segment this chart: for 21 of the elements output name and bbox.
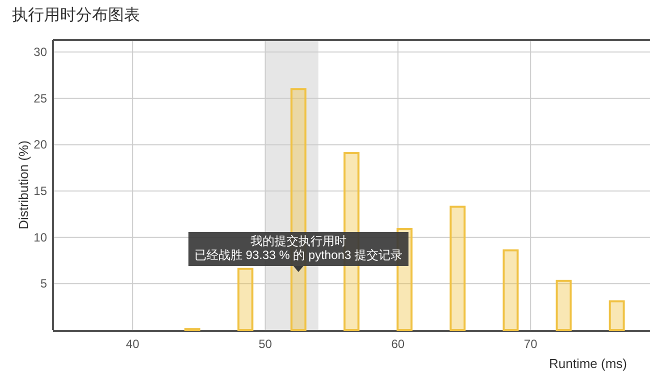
annotation: 已经战胜 93.33 % 的 python3 提交记录 bbox=[194, 248, 402, 262]
chart-title: 执行用时分布图表 bbox=[12, 6, 140, 24]
bar bbox=[608, 300, 625, 331]
x-tick-label: 50 bbox=[258, 337, 272, 351]
y-tick-label: 20 bbox=[34, 138, 48, 152]
bar bbox=[237, 268, 254, 331]
y-tick-label: 15 bbox=[34, 184, 48, 198]
y-tick-label: 10 bbox=[34, 230, 48, 244]
x-axis-title: Runtime (ms) bbox=[548, 356, 627, 371]
annotation: 我的提交执行用时 bbox=[250, 234, 346, 248]
bar bbox=[556, 280, 572, 331]
y-axis-title: Distribution (%) bbox=[16, 140, 31, 230]
y-tick-label: 30 bbox=[34, 45, 48, 60]
x-tick-label: 70 bbox=[524, 337, 538, 351]
bar bbox=[450, 206, 466, 331]
picture-tooltip: 我的提交执行用时 已经战胜 93.33 % 的 python3 提交记录 bbox=[188, 232, 408, 272]
y-tick-label: 5 bbox=[40, 276, 48, 291]
x-tick-label: 60 bbox=[391, 337, 405, 351]
x-tick-label: 40 bbox=[126, 337, 140, 351]
bar bbox=[502, 249, 519, 331]
y-tick-label: 25 bbox=[34, 91, 48, 106]
